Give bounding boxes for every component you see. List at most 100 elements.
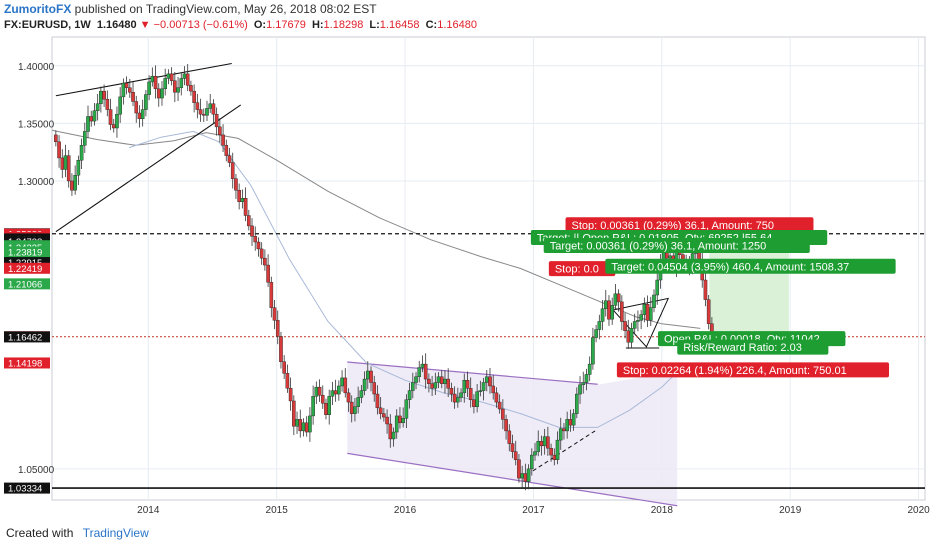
candle [394, 409, 399, 439]
candle-body [111, 124, 116, 129]
candle [388, 414, 393, 448]
candle-body [484, 376, 489, 383]
candle [285, 364, 290, 393]
candle-body [404, 399, 409, 419]
candle-body [243, 198, 248, 216]
candle [272, 299, 277, 330]
candle [587, 356, 592, 382]
close-value: 1.16480 [437, 19, 477, 31]
candle-body [105, 98, 110, 110]
candle [411, 372, 415, 399]
candle-body [259, 248, 264, 259]
last-price: 1.16480 [96, 19, 137, 31]
candle-body [285, 373, 290, 389]
candle [195, 93, 200, 119]
candle-body [288, 388, 293, 402]
candle [504, 414, 508, 440]
price-badge-bg [4, 357, 50, 369]
candle-body [330, 390, 335, 397]
candle [494, 387, 499, 408]
candle [456, 387, 460, 408]
price-badge-bg [4, 278, 50, 290]
low-value: 1.16458 [379, 19, 420, 31]
candle-body [121, 82, 126, 98]
candle [584, 368, 589, 391]
candle-body [99, 90, 103, 105]
candle-body [401, 418, 405, 424]
candle [234, 174, 238, 199]
candle [131, 81, 135, 107]
created-with-text: Created with [6, 526, 74, 540]
candle-body [317, 386, 322, 396]
candle [632, 313, 637, 333]
candle [144, 89, 148, 117]
candle-body [89, 116, 94, 122]
candle-body [189, 85, 193, 92]
candle [558, 417, 563, 450]
candle [66, 149, 71, 188]
candle [655, 272, 660, 305]
candle [433, 372, 438, 395]
trade-annotation: Stop: 0.00361 (0.29%) 36.1, Amount: 750 [565, 217, 814, 233]
candle [616, 289, 621, 312]
price-badge-bg [4, 331, 50, 343]
y-tick-label: 1.35000 [18, 119, 55, 130]
candle [478, 380, 483, 397]
candle-body [578, 384, 582, 395]
candle-body [343, 377, 348, 394]
candle [337, 380, 341, 401]
candle-body [600, 308, 605, 322]
candle [189, 80, 193, 96]
candle-body [491, 385, 496, 394]
open-label: O: [253, 19, 267, 31]
candle-body [279, 336, 283, 362]
candle [211, 99, 216, 124]
candle [173, 72, 177, 103]
candle [459, 388, 463, 403]
candle-body [562, 428, 566, 432]
candle-body [195, 102, 200, 110]
tradingview-logo-text[interactable]: TradingView [82, 526, 149, 540]
candle-body [443, 378, 447, 384]
candle-body [539, 441, 544, 447]
candle-body [253, 236, 258, 243]
candle-body [250, 225, 254, 237]
lower-trendline [55, 104, 242, 233]
candle [160, 81, 164, 106]
candle [292, 395, 296, 436]
candle [147, 75, 151, 101]
candle-body [166, 73, 171, 79]
candle-body [272, 307, 277, 321]
trade-annotation: Target: 0.04504 (3.95%) 460.4, Amount: 1… [605, 258, 896, 274]
candle [243, 187, 248, 222]
y-tick-label: 1.30000 [18, 177, 55, 188]
candle [230, 152, 235, 189]
candle-body [353, 406, 357, 414]
candle-body [411, 382, 415, 391]
candle-body [439, 376, 444, 384]
low-label: L: [369, 19, 380, 31]
candle [549, 443, 553, 462]
author-name[interactable]: ZumoritoFX [4, 2, 72, 16]
candle-body [472, 399, 476, 407]
candle-body [529, 454, 534, 470]
annotation-text: Target: 0.04504 (3.95%) 460.4, Amount: 1… [611, 261, 849, 273]
candle [356, 386, 360, 414]
x-tick-label: 2014 [137, 505, 160, 516]
price-badge-bg [4, 262, 50, 274]
candle [221, 124, 225, 152]
candle-body [76, 160, 81, 176]
candle-body [452, 393, 457, 403]
candle-body [301, 422, 306, 432]
candle [597, 314, 602, 340]
candle-body [417, 367, 422, 377]
candle [591, 327, 595, 370]
price-badge-bg [4, 257, 50, 269]
x-tick-label: 2015 [266, 505, 289, 516]
candle-body [115, 113, 119, 129]
candle-body [616, 293, 621, 303]
candle [382, 407, 386, 422]
candle [86, 105, 90, 139]
candle-body [365, 370, 370, 380]
